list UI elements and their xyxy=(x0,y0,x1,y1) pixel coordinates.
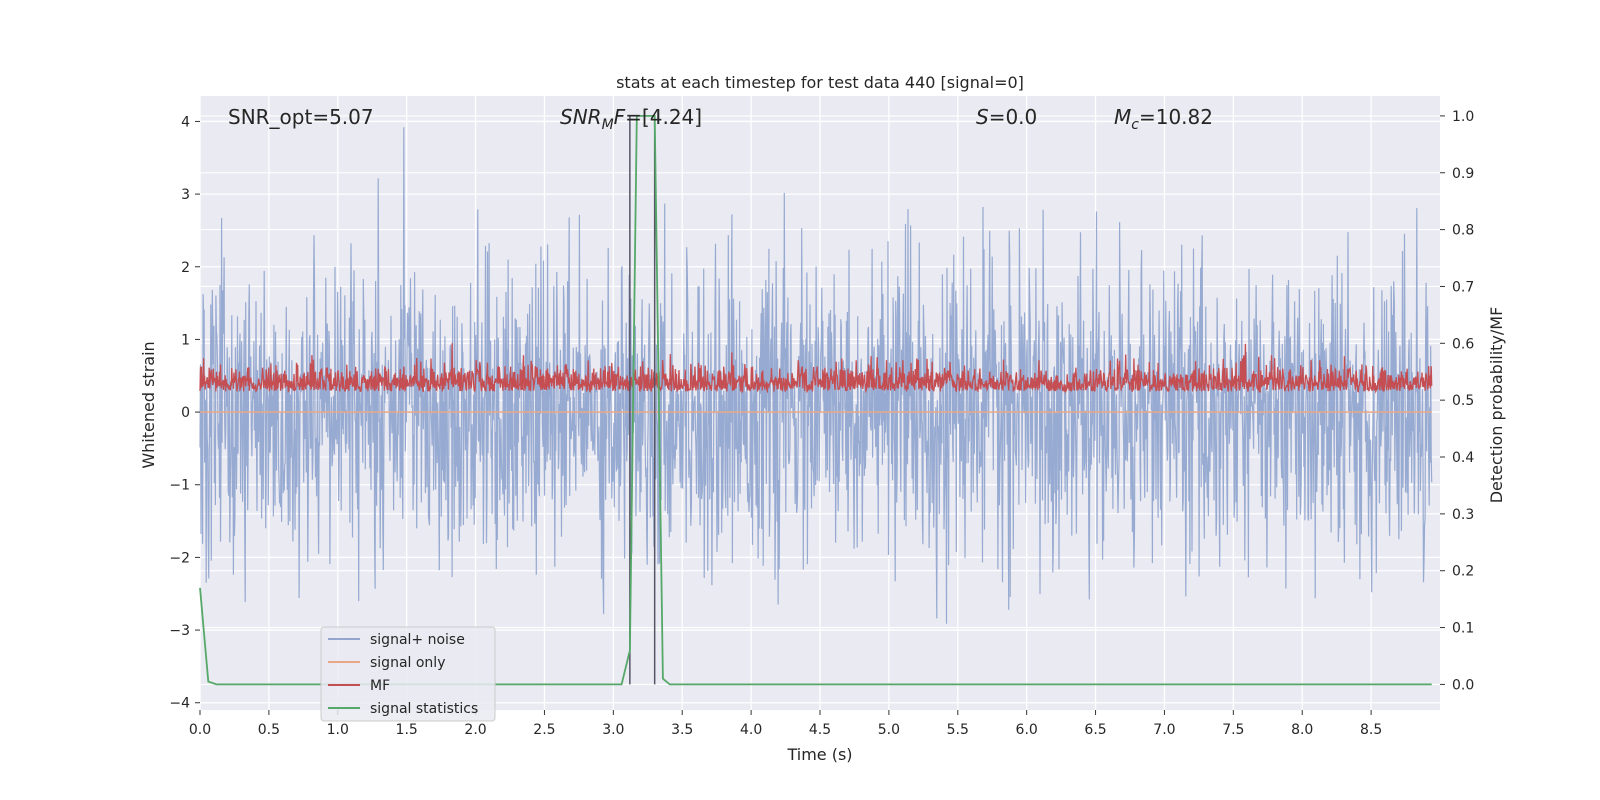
y-tick-label: −2 xyxy=(169,550,190,566)
annotation-snr-mf: SNRMF=[4.24] xyxy=(560,105,702,133)
x-tick-label: 0.5 xyxy=(258,722,280,738)
x-tick-label: 8.0 xyxy=(1291,722,1313,738)
mc-sub: c xyxy=(1131,117,1139,133)
y-tick-label: 4 xyxy=(181,114,190,130)
legend-label-signal-only: signal only xyxy=(370,655,445,671)
y-tick-label: −1 xyxy=(169,478,190,494)
mf-line xyxy=(199,343,1433,394)
y-right-tick-label: 1.0 xyxy=(1452,109,1474,125)
y-tick-label: −4 xyxy=(169,696,190,712)
x-tick-label: 7.0 xyxy=(1153,722,1175,738)
y-tick-label: 1 xyxy=(181,332,190,348)
x-tick-label: 7.5 xyxy=(1222,722,1244,738)
s-value: =0.0 xyxy=(989,105,1038,129)
x-tick-label: 3.0 xyxy=(602,722,624,738)
annotation-mc: Mc=10.82 xyxy=(1114,105,1213,133)
axis-ticks: 0.0 0.5 1.0 1.5 2.0 2.5 3.0 3.5 4.0 4.5 5.0 5.5 6.0 6… xyxy=(169,109,1474,738)
y-right-tick-label: 0.4 xyxy=(1452,450,1474,466)
snr-mf-tail: F xyxy=(614,105,626,129)
y-right-tick-label: 0.2 xyxy=(1452,564,1474,580)
legend-label-signal-statistics: signal statistics xyxy=(370,701,478,717)
y-right-tick-label: 0.7 xyxy=(1452,279,1474,295)
annotation-snr-opt: SNR_opt=5.07 xyxy=(228,105,374,129)
mf-series xyxy=(199,343,1433,394)
y-tick-label: 3 xyxy=(181,187,190,203)
x-tick-label: 4.5 xyxy=(809,722,831,738)
x-tick-label: 6.0 xyxy=(1016,722,1038,738)
snr-mf-main: SNR xyxy=(560,105,602,129)
x-tick-label: 2.5 xyxy=(533,722,555,738)
legend-box xyxy=(320,626,496,722)
y-axis-right-label: Detection probability/MF xyxy=(1487,307,1506,504)
y-tick-label: 2 xyxy=(181,260,190,276)
x-tick-label: 4.0 xyxy=(740,722,762,738)
legend: signal+ noise signal only MF signal stat… xyxy=(320,626,496,722)
x-tick-label: 1.0 xyxy=(327,722,349,738)
y-right-tick-label: 0.9 xyxy=(1452,166,1474,182)
y-axis-label: Whitened strain xyxy=(139,341,158,468)
x-tick-label: 6.5 xyxy=(1084,722,1106,738)
mc-value: =10.82 xyxy=(1139,105,1213,129)
x-tick-label: 5.5 xyxy=(947,722,969,738)
x-tick-label: 8.5 xyxy=(1360,722,1382,738)
mc-main: M xyxy=(1114,105,1131,129)
snr-mf-value: =[4.24] xyxy=(625,105,702,129)
x-axis-label: Time (s) xyxy=(786,745,852,764)
y-right-tick-label: 0.0 xyxy=(1452,677,1474,693)
y-right-tick-label: 0.8 xyxy=(1452,223,1474,239)
y-tick-label: −3 xyxy=(169,623,190,639)
y-right-tick-label: 0.1 xyxy=(1452,621,1474,637)
annotation-s: S=0.0 xyxy=(976,105,1037,129)
legend-label-signal-noise: signal+ noise xyxy=(370,632,465,648)
y-right-tick-label: 0.5 xyxy=(1452,393,1474,409)
y-tick-label: 0 xyxy=(181,405,190,421)
chart-title: stats at each timestep for test data 440… xyxy=(616,73,1024,92)
legend-label-mf: MF xyxy=(370,678,390,694)
x-tick-label: 0.0 xyxy=(189,722,211,738)
snr-mf-sub: M xyxy=(602,117,614,133)
x-tick-label: 3.5 xyxy=(671,722,693,738)
x-tick-label: 1.5 xyxy=(396,722,418,738)
s-main: S xyxy=(976,105,989,129)
y-right-tick-label: 0.6 xyxy=(1452,336,1474,352)
y-right-tick-label: 0.3 xyxy=(1452,507,1474,523)
x-tick-label: 2.0 xyxy=(464,722,486,738)
x-tick-label: 5.0 xyxy=(878,722,900,738)
